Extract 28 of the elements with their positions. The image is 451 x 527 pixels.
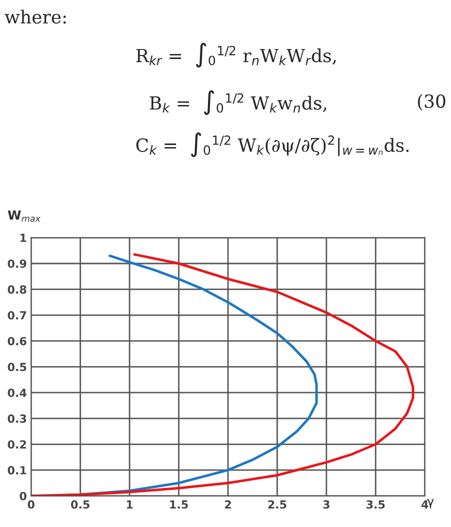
x-tick-label: 2	[224, 500, 231, 509]
text: (30	[418, 94, 446, 111]
y-tick-label: 0.5	[8, 362, 26, 372]
y-tick-label: 0.8	[8, 285, 26, 294]
y-tick-label: 0.4	[8, 388, 26, 397]
line-series	[31, 253, 414, 496]
text: R$_{kr}$ = ∫$_{0}$$^{1/2}$ r$_{n}$W$_{k}$W$_{r}$ds,	[136, 42, 336, 68]
x-tick-label: 4	[421, 500, 428, 509]
y-tick-label: 0	[20, 492, 26, 500]
y-tick-label: 0.1	[8, 466, 26, 474]
x-tick-label: 2.5	[268, 500, 286, 509]
y-tick-label: 0.9	[8, 259, 26, 268]
y-tick-label: 0.2	[8, 440, 26, 449]
text: where:	[4, 10, 66, 24]
y-axis-title: W$_{max}$	[8, 210, 41, 222]
y-tick-label: 1	[20, 234, 26, 242]
x-axis-title: γ	[427, 498, 434, 508]
x-tick-label: 0.5	[71, 500, 90, 509]
y-tick-label: 0.3	[8, 414, 26, 423]
text: C$_{k}$ = ∫$_{0}$$^{1/2}$ W$_{k}$(∂ψ/∂ζ)$^{2}$|$_{w=wₙ}$ds.	[136, 132, 409, 158]
x-tick-label: 3	[323, 500, 330, 509]
x-tick-label: 0	[28, 500, 34, 509]
x-tick-label: 3.5	[366, 500, 385, 509]
y-tick-label: 0.7	[8, 311, 26, 320]
y-tick-label: 0.6	[8, 336, 26, 346]
x-tick-label: 1.5	[170, 500, 188, 509]
x-tick-label: 1	[126, 500, 133, 509]
text: B$_{k}$ = ∫$_{0}$$^{1/2}$ W$_{k}$w$_{n}$ds,	[150, 90, 326, 115]
